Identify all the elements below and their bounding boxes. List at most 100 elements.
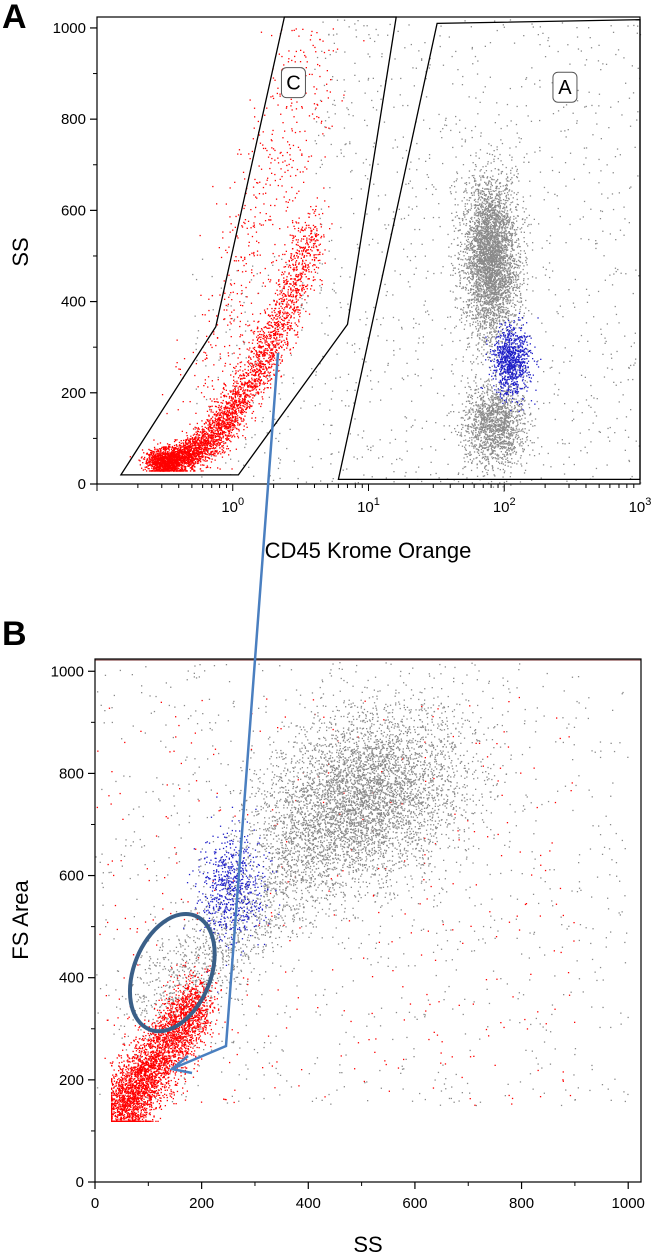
data-point [511,415,513,417]
data-point [592,422,594,424]
data-point [511,395,513,397]
data-point [487,435,489,437]
data-point [476,284,478,286]
data-point [488,389,490,391]
data-point [367,77,370,80]
data-point [566,480,568,482]
data-point [502,220,504,222]
data-point [429,58,431,60]
data-point [516,229,518,231]
data-point [465,287,467,289]
data-point [515,273,518,275]
data-point [450,193,452,195]
data-point [467,425,470,427]
data-point [343,97,345,99]
data-point [475,321,477,323]
data-point [484,227,487,229]
data-point [445,117,447,119]
data-point [525,77,528,79]
data-point [501,316,503,319]
data-point [476,235,478,237]
data-point [531,67,533,69]
data-point [457,69,459,71]
data-point [505,436,508,438]
data-point [610,106,612,108]
data-point [483,259,486,262]
data-point [503,435,505,437]
data-point [609,426,611,429]
data-point [466,392,468,394]
data-point [496,238,498,240]
data-point [480,214,482,216]
data-point [606,464,608,466]
data-point [429,127,431,130]
data-point [629,187,631,189]
data-point [490,435,492,437]
data-point [484,430,486,432]
data-point [484,203,487,205]
data-point [491,239,494,241]
data-point [498,401,500,403]
data-point [491,414,493,416]
data-point [622,394,624,396]
data-point [499,319,501,321]
data-point [370,369,372,372]
data-point [585,157,587,159]
data-point [488,317,490,319]
data-point [497,341,500,343]
data-point [563,463,565,465]
data-point [503,236,505,239]
data-point [499,199,501,201]
data-point [495,250,497,252]
data-point [611,284,614,286]
data-point [457,473,459,475]
data-point [515,165,517,168]
data-point [493,423,495,425]
data-point [542,464,545,466]
data-point [482,187,484,189]
data-point [538,223,540,225]
data-point [488,337,490,339]
data-point [484,458,486,460]
data-point [491,320,493,322]
data-point [523,279,525,282]
data-point [449,316,452,318]
data-point [516,432,518,434]
data-point [502,306,504,308]
data-point [607,436,609,438]
data-point [482,216,485,218]
data-point [515,254,517,256]
data-point [487,211,489,213]
data-point [452,83,454,85]
data-point [383,121,386,123]
data-point [539,44,541,46]
data-point [472,314,474,316]
data-point [580,238,582,240]
data-point [488,425,490,428]
data-point [487,386,489,388]
data-point [523,412,525,414]
data-point [506,197,508,199]
data-point [585,399,588,401]
data-point [347,108,349,111]
data-point [448,425,451,427]
data-point [500,277,502,279]
data-point [595,415,598,417]
data-point [417,358,419,360]
data-point [497,246,499,249]
data-point [471,216,473,219]
data-point [598,182,600,184]
data-point [480,413,482,415]
data-point [396,458,398,461]
data-point [503,395,505,398]
data-point [630,364,632,367]
data-point [548,262,551,264]
data-point [496,249,498,251]
data-point [368,34,370,36]
data-point [480,231,482,233]
data-point [502,232,504,234]
data-point [569,63,571,65]
data-point [501,446,503,448]
data-point [477,363,479,365]
data-point [478,350,480,352]
